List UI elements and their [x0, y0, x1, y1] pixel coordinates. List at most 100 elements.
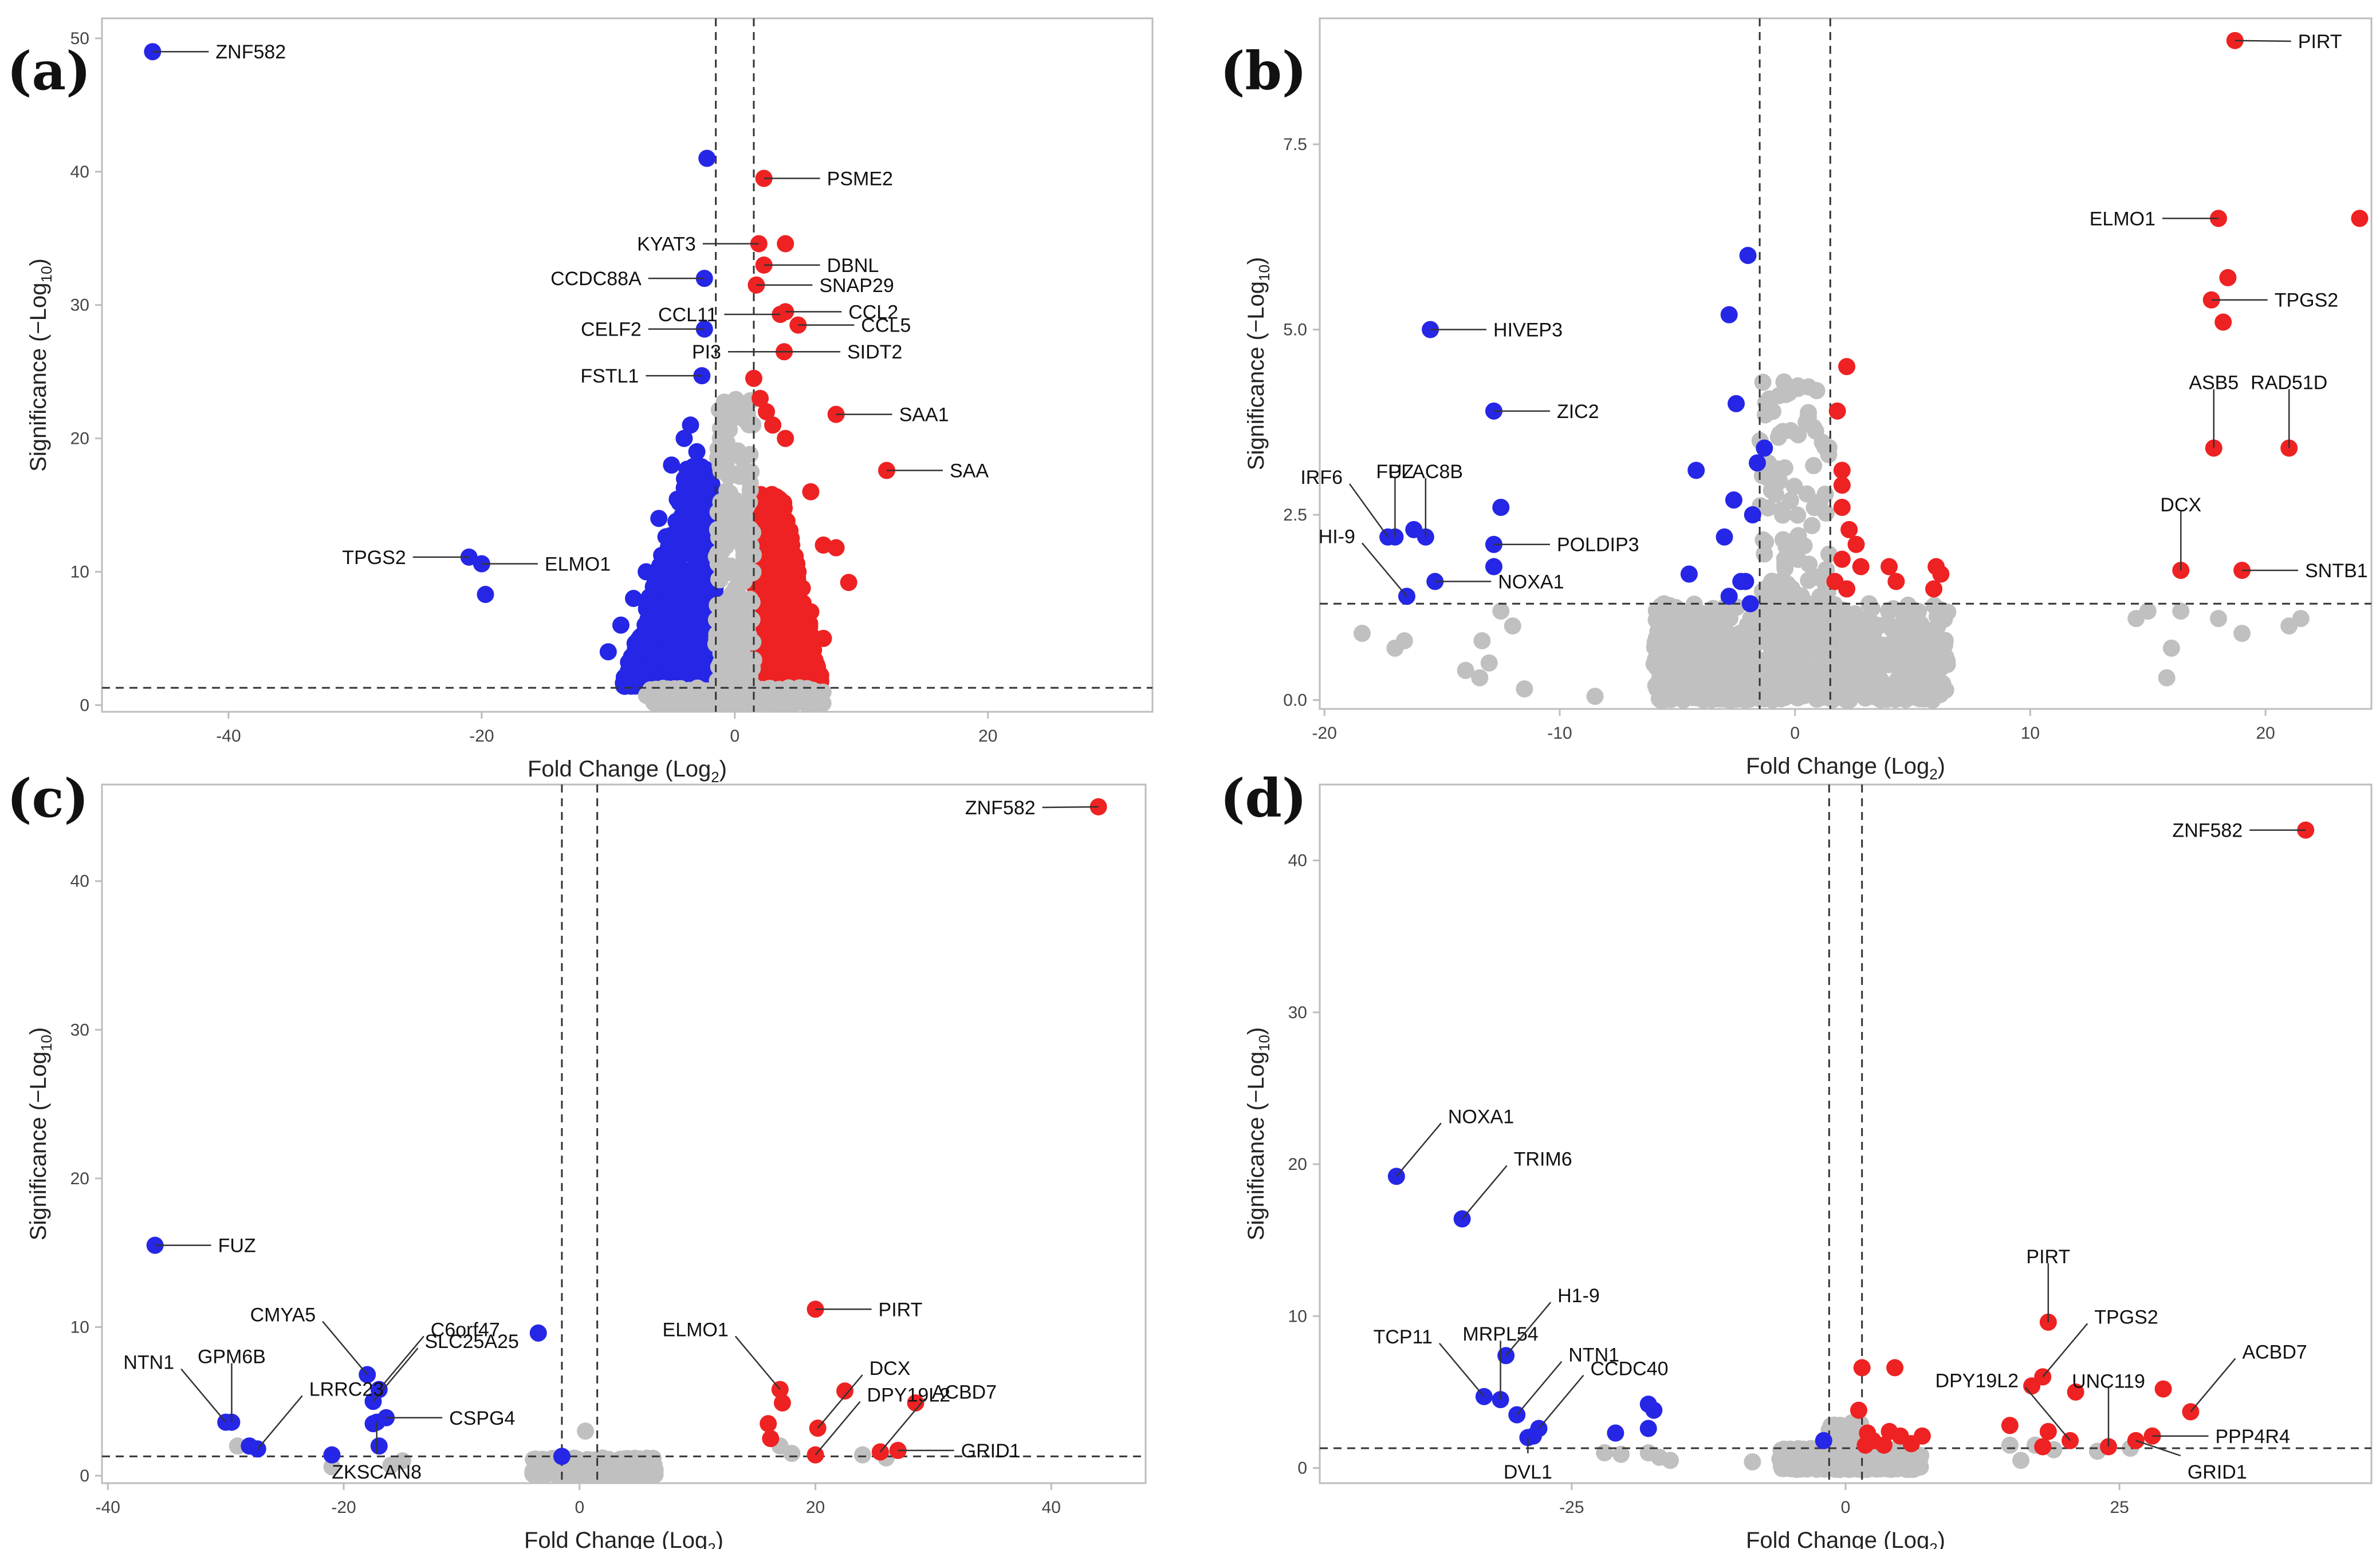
ns-point	[1847, 1424, 1864, 1442]
ns-point	[712, 462, 730, 480]
up-point	[1840, 521, 1858, 538]
ns-point	[642, 1466, 659, 1483]
ns-point	[1864, 614, 1882, 632]
up-point	[777, 429, 794, 447]
gene-label: PLAC8B	[1388, 461, 1463, 483]
up-point	[1887, 573, 1905, 590]
down-point	[663, 536, 680, 554]
gene-label: DCX	[870, 1358, 911, 1379]
gene-label: CCL2	[848, 301, 898, 323]
ns-point	[1921, 659, 1939, 677]
ns-point	[1647, 602, 1665, 620]
ns-point	[1796, 1457, 1813, 1475]
up-point	[827, 539, 845, 557]
ns-point	[1781, 491, 1799, 509]
label-leader-line	[734, 1335, 781, 1390]
gene-label: HI-9	[1319, 526, 1355, 547]
down-point	[1607, 1424, 1624, 1442]
ns-point	[1777, 386, 1795, 404]
ns-point	[1756, 406, 1774, 424]
label-leader-line	[1538, 1374, 1584, 1429]
ns-point	[1769, 460, 1787, 478]
up-point	[806, 651, 824, 669]
gene-label: PIRT	[2026, 1246, 2070, 1268]
down-point	[599, 643, 617, 661]
ns-point	[1754, 373, 1772, 391]
ns-point	[1694, 643, 1712, 660]
ns-point	[1855, 1459, 1873, 1476]
ns-point	[1897, 603, 1915, 621]
gene-label: GRID1	[2188, 1461, 2247, 1483]
x-tick-label: 40	[1042, 1498, 1061, 1517]
down-point	[683, 546, 701, 563]
ns-point	[1789, 506, 1807, 524]
up-point	[1850, 1401, 1867, 1419]
ns-point	[2001, 1436, 2019, 1454]
x-tick-label: -40	[216, 727, 241, 746]
ns-point	[1764, 670, 1781, 688]
ns-point	[1816, 438, 1834, 456]
ns-point	[711, 655, 729, 672]
panel-a: -40 -20 0 20 0 10 20 30 40 50 Fold Change (Log2) Si…	[26, 17, 1154, 786]
plot-frame	[1319, 783, 2373, 1484]
ns-point	[1887, 691, 1905, 708]
down-point	[1687, 462, 1705, 479]
y-tick-label: 30	[70, 296, 89, 315]
label-leader-line	[2025, 1386, 2071, 1441]
ns-point	[1504, 617, 1521, 635]
x-tick-label: 20	[2256, 724, 2275, 743]
up-point	[802, 483, 820, 500]
x-tick-label: 0	[730, 727, 739, 746]
ns-point	[525, 1451, 542, 1468]
ns-point	[780, 679, 797, 697]
ns-point	[1596, 1444, 1614, 1461]
gene-label: PSME2	[827, 168, 893, 190]
up-point	[1853, 1359, 1871, 1377]
up-point	[757, 565, 775, 583]
up-point	[815, 629, 832, 647]
panel-label-d: (d)	[1220, 767, 1307, 829]
gene-label: ZKSCAN8	[332, 1461, 422, 1483]
down-point	[623, 648, 640, 665]
down-point	[1732, 573, 1750, 590]
ns-point	[2162, 639, 2180, 657]
down-point	[1756, 439, 1773, 457]
ns-point	[600, 1466, 617, 1483]
gene-label: NTN1	[123, 1352, 174, 1374]
gene-label: DPY19L2	[1936, 1370, 2019, 1392]
down-point	[1639, 1420, 1657, 1437]
up-point	[764, 496, 782, 514]
ns-point	[735, 573, 753, 590]
down-point	[612, 616, 630, 634]
ns-point	[741, 481, 759, 499]
up-point	[1826, 573, 1844, 590]
panel-label-b: (b)	[1220, 40, 1307, 102]
x-tick-label: -25	[1559, 1498, 1584, 1517]
panel-label-a: (a)	[7, 40, 91, 102]
ns-point	[1774, 531, 1792, 549]
gene-label: CSPG4	[449, 1408, 515, 1429]
ns-point	[710, 598, 727, 616]
x-axis-title: Fold Change (Log2)	[528, 756, 727, 786]
ns-point	[1807, 422, 1824, 440]
up-point	[760, 528, 777, 546]
label-leader-line	[372, 1347, 419, 1402]
ns-point	[1785, 478, 1803, 495]
gene-label: GPM6B	[198, 1346, 266, 1368]
ns-point	[853, 1446, 871, 1464]
ns-point	[1492, 602, 1510, 620]
up-point	[1875, 1436, 1893, 1454]
down-point	[1645, 1401, 1663, 1419]
gene-label: NOXA1	[1498, 571, 1564, 593]
gene-label: SNTB1	[2305, 560, 2368, 582]
ns-point	[1805, 457, 1823, 475]
up-point	[2001, 1417, 2019, 1434]
down-point	[1739, 247, 1757, 265]
gene-label: ZNF582	[2172, 820, 2243, 842]
gene-label: CELF2	[581, 319, 642, 341]
gene-label: TPGS2	[342, 547, 406, 569]
down-point	[690, 578, 707, 596]
up-point	[1828, 402, 1846, 420]
down-point	[663, 456, 680, 474]
